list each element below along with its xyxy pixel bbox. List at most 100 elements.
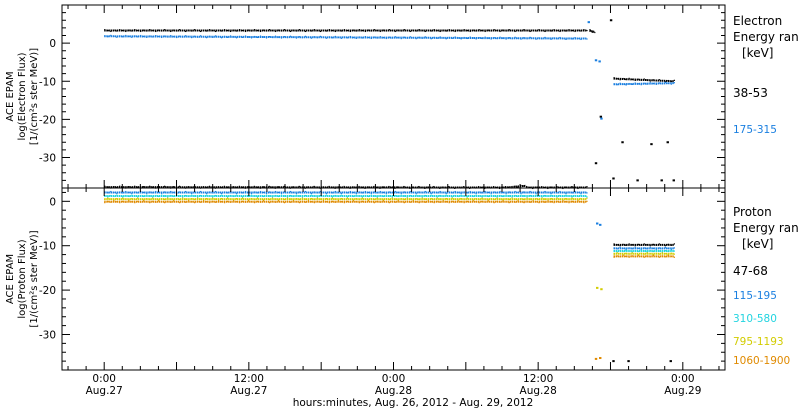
data-point-310-580 [266,194,267,195]
data-point-310-580 [200,195,201,196]
data-point-795-1193 [326,198,327,199]
data-point-795-1193 [659,254,660,255]
data-point-795-1193 [251,198,252,199]
legend-entry: 310-580 [733,313,777,325]
data-point-175-315 [547,38,548,39]
data-point-310-580 [565,194,566,195]
data-point-1060-1900 [242,201,243,202]
data-point-795-1193 [287,198,288,199]
data-point-38-53 [185,31,186,32]
data-point-38-53 [251,30,252,31]
data-point-175-315 [311,38,312,39]
data-point-310-580 [532,196,533,197]
data-point-1060-1900 [173,200,174,201]
data-point-175-315 [568,37,569,38]
data-point-1060-1900 [356,201,357,202]
data-point-1060-1900 [497,201,498,202]
data-point-175-315 [239,36,240,37]
data-point-795-1193 [209,199,210,200]
data-point-38-53 [167,30,168,31]
data-point-175-315 [368,37,369,38]
data-point-47-68 [656,245,657,246]
data-point-38-53 [239,29,240,30]
data-point-310-580 [422,196,423,197]
data-point-1060-1900 [535,201,536,202]
data-point-38-53 [443,29,444,30]
data-point-38-53 [662,80,663,81]
legend-entry: 47-68 [733,264,768,278]
data-point-175-315 [233,36,234,37]
data-point-795-1193 [299,199,300,200]
data-point-115-195 [485,191,486,192]
data-point-1060-1900 [407,201,408,202]
data-point-175-315 [431,38,432,39]
data-point-175-315 [641,84,642,85]
data-point-1060-1900-1 [599,357,601,359]
data-point-38-53 [110,31,111,32]
data-point-175-315 [248,36,249,37]
data-point-175-315 [308,37,309,38]
series-795-1193 [104,198,675,291]
data-point-115-195 [296,193,297,194]
data-point-115-195 [122,192,123,193]
data-point-310-580 [212,196,213,197]
data-point-1060-1900 [326,201,327,202]
data-point-1060-1900 [550,201,551,202]
data-point-47-68 [397,186,398,187]
data-point-115-195 [617,248,618,249]
data-point-310-580 [395,195,396,196]
ylabel-line: ACE EPAM [5,254,16,304]
data-point-115-195 [221,193,222,194]
data-point-115-195 [437,192,438,193]
data-point-175-315 [574,37,575,38]
data-point-1060-1900 [302,201,303,202]
data-point-115-195 [236,193,237,194]
data-point-115-195 [329,191,330,192]
data-point-38-53 [635,80,636,81]
data-point-47-68 [448,186,449,187]
data-point-1060-1900 [266,201,267,202]
data-point-175-315 [389,37,390,38]
data-point-38-53 [422,30,423,31]
data-point-1060-1900 [419,202,420,203]
data-point-38-53 [541,30,542,31]
data-point-1060-1900 [565,201,566,202]
data-point-38-53 [335,31,336,32]
data-point-795-1193 [110,198,111,199]
data-point-115-195 [452,192,453,193]
ytick-label: -10 [39,241,56,253]
data-point-1060-1900 [503,200,504,201]
data-point-1060-1900 [482,201,483,202]
data-point-1060-1900 [520,201,521,202]
data-point-175-315 [143,36,144,37]
data-point-38-53 [380,31,381,32]
data-point-795-1193 [464,199,465,200]
data-point-38-53 [491,30,492,31]
data-point-1060-1900 [506,201,507,202]
data-point-795-1193 [656,253,657,254]
data-point-38-53 [263,29,264,30]
data-point-795-1193 [665,253,666,254]
data-point-47-68 [418,186,419,187]
data-point-38-53 [107,30,108,31]
data-point-795-1193 [470,198,471,199]
data-point-1060-1900 [245,202,246,203]
data-point-795-1193 [227,198,228,199]
data-point-310-580 [467,196,468,197]
data-point-795-1193 [580,198,581,199]
data-point-175-315 [347,37,348,38]
data-point-310-580 [209,195,210,196]
data-point-795-1193 [452,198,453,199]
data-point-795-1193 [425,198,426,199]
data-point-175-315 [242,37,243,38]
data-point-795-1193 [671,253,672,254]
data-point-38-53 [284,29,285,30]
data-point-1060-1900 [586,201,587,202]
data-point-1060-1900 [200,202,201,203]
data-point-795-1193 [242,198,243,199]
data-point-115-195 [233,192,234,193]
data-point-38-53 [644,78,645,79]
data-point-795-1193 [437,198,438,199]
data-point-1060-1900 [176,201,177,202]
data-point-47-68 [284,186,285,187]
